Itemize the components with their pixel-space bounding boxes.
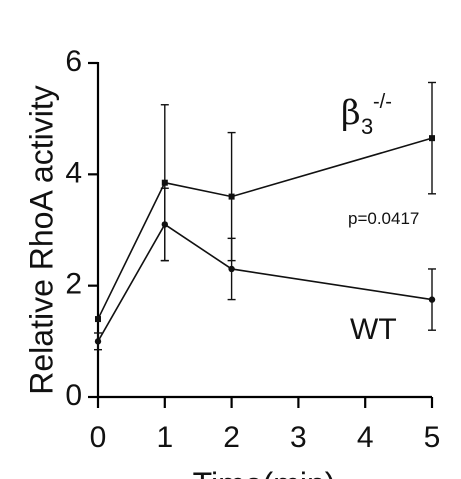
beta-subscript: 3 bbox=[361, 114, 373, 139]
data-point-circle bbox=[161, 221, 168, 228]
series-layer bbox=[94, 81, 436, 351]
y-ticks: 0 2 4 6 bbox=[65, 45, 98, 412]
y-axis-title: Relative RhoA activity bbox=[23, 85, 59, 394]
x-axis-title: Time(min) bbox=[193, 466, 336, 479]
y-tick-label: 4 bbox=[65, 156, 82, 189]
x-tick-label: 1 bbox=[156, 421, 173, 454]
data-point-square bbox=[429, 135, 435, 142]
x-tick-label: 0 bbox=[90, 421, 107, 454]
wt-label: WT bbox=[350, 313, 397, 346]
data-point-circle bbox=[228, 265, 235, 273]
data-point-square bbox=[228, 193, 235, 200]
x-tick-label: 5 bbox=[424, 421, 441, 454]
y-tick-label: 2 bbox=[65, 268, 82, 301]
beta-symbol: β bbox=[341, 93, 361, 133]
series-line bbox=[97, 137, 433, 320]
p-value-label: p=0.0417 bbox=[348, 209, 419, 228]
data-point-circle bbox=[94, 338, 102, 345]
y-tick-label: 6 bbox=[65, 45, 82, 78]
beta3-knockout-label: β 3 -/- bbox=[341, 91, 392, 139]
series-wt bbox=[94, 187, 436, 351]
series-beta3-knockout bbox=[95, 81, 436, 323]
data-point-square bbox=[95, 316, 101, 323]
series-line bbox=[97, 223, 433, 342]
data-point-circle bbox=[428, 296, 436, 303]
y-tick-label: 0 bbox=[65, 379, 82, 412]
data-point-square bbox=[161, 179, 168, 186]
x-ticks: 0 1 2 3 4 5 bbox=[90, 397, 441, 454]
x-tick-label: 4 bbox=[357, 421, 374, 454]
beta-superscript: -/- bbox=[373, 91, 392, 113]
x-tick-label: 3 bbox=[290, 421, 307, 454]
x-tick-label: 2 bbox=[223, 421, 240, 454]
